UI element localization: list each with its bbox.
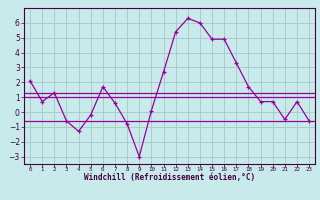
X-axis label: Windchill (Refroidissement éolien,°C): Windchill (Refroidissement éolien,°C) bbox=[84, 173, 255, 182]
